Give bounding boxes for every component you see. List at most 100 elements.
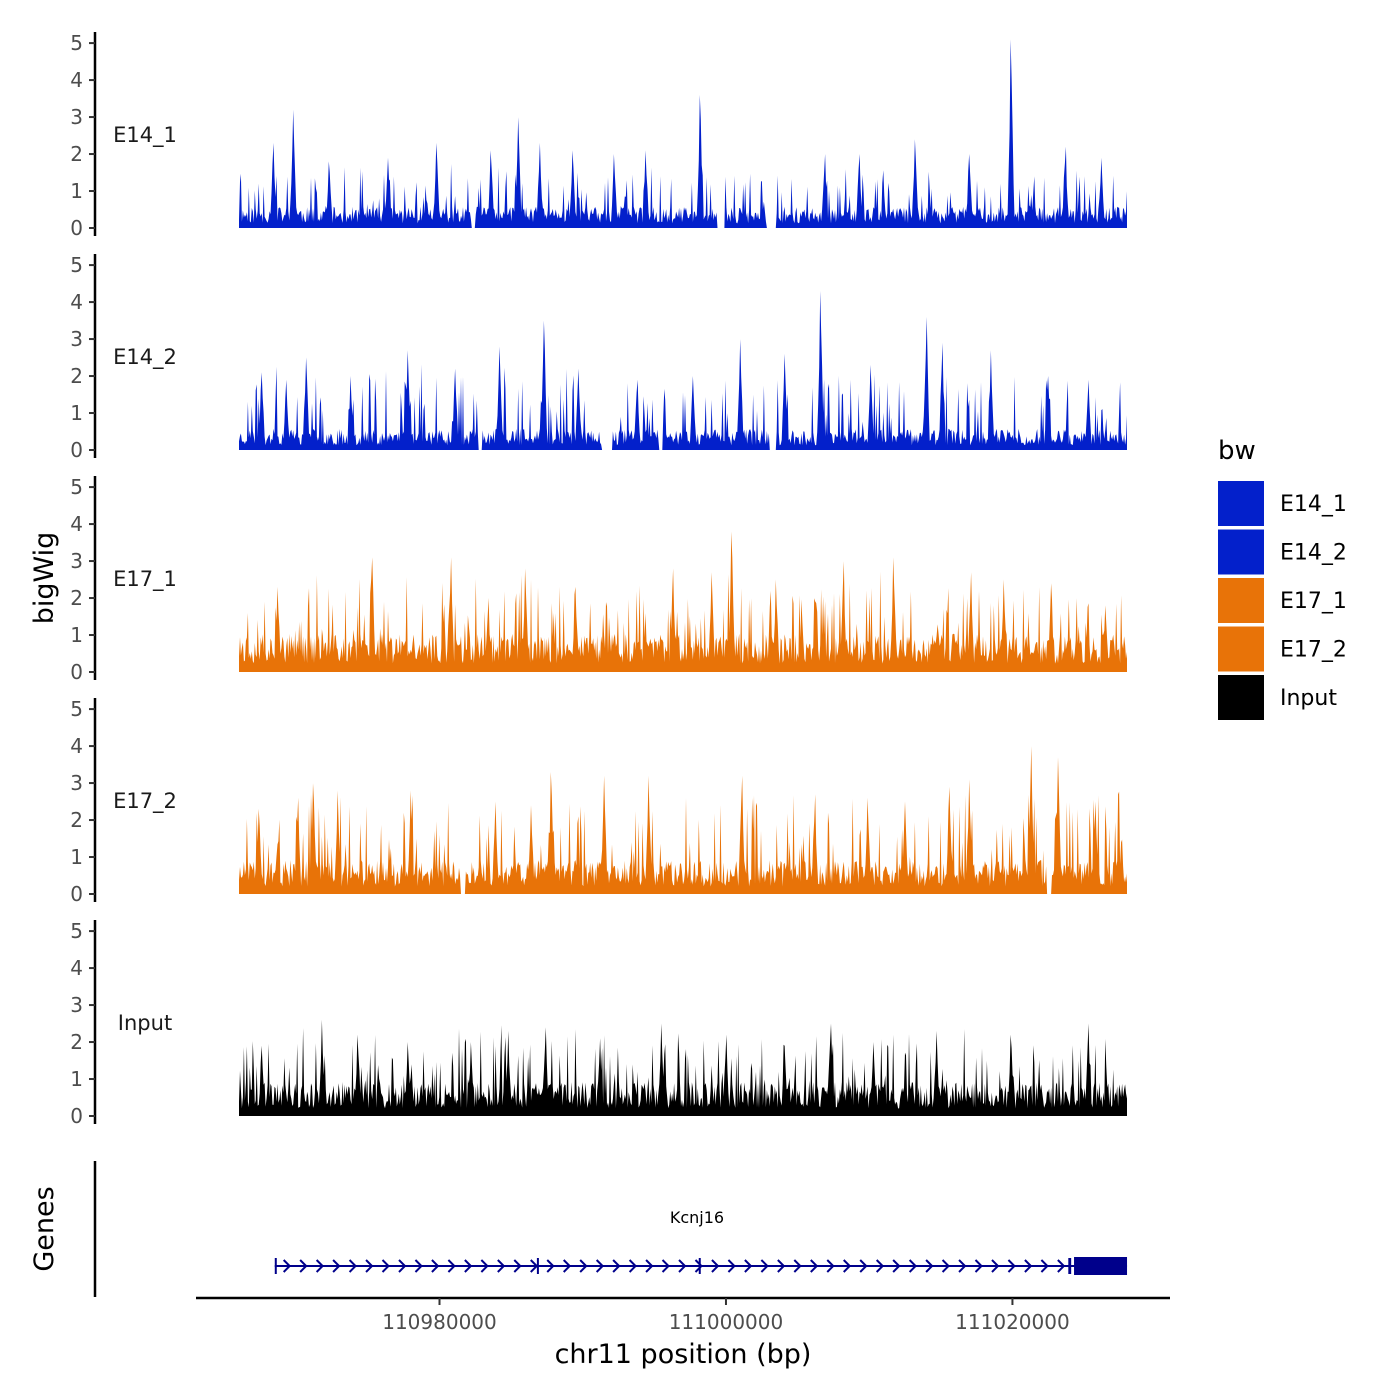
y-tick-label: 4 <box>70 68 83 92</box>
legend-label: E17_1 <box>1280 589 1347 614</box>
y-tick-label: 5 <box>70 919 83 943</box>
y-tick-label: 3 <box>70 105 83 129</box>
gene-exon <box>274 1258 277 1274</box>
strand-arrow <box>546 1259 555 1273</box>
strand-arrow <box>645 1259 654 1273</box>
y-tick-label: 1 <box>70 845 83 869</box>
gene-panel-title: Genes <box>29 1186 60 1271</box>
strand-arrow <box>826 1259 835 1273</box>
strand-arrow <box>447 1259 456 1273</box>
strand-arrow <box>875 1259 885 1273</box>
y-tick-label: 1 <box>70 179 83 203</box>
y-tick-label: 4 <box>70 956 83 980</box>
strand-arrow <box>431 1259 440 1273</box>
x-axis: 110980000 111000000 111020000 <box>196 1296 1170 1334</box>
y-axis-title: bigWig <box>29 532 60 625</box>
gene-exon <box>698 1258 701 1274</box>
strand-arrow <box>464 1259 473 1273</box>
strand-arrow <box>843 1259 852 1273</box>
strand-arrow <box>513 1259 522 1273</box>
legend-swatch <box>1218 481 1264 526</box>
track-e17-2: 0 1 2 3 4 5 E17_2 <box>70 697 1127 906</box>
y-tick-label: 4 <box>70 290 83 314</box>
y-tick-label: 2 <box>70 586 83 610</box>
y-tick-label: 1 <box>70 1067 83 1091</box>
strand-arrow <box>579 1259 588 1273</box>
track-e14-1: 0 1 2 3 4 5 E14_1 <box>70 31 1127 240</box>
y-tick-label: 3 <box>70 771 83 795</box>
coverage-area <box>239 291 1127 450</box>
strand-arrow <box>777 1259 786 1273</box>
track-label: E14_2 <box>113 345 177 370</box>
y-tick-label: 5 <box>70 697 83 721</box>
track-label: Input <box>118 1011 172 1035</box>
gene-exon <box>1068 1258 1072 1274</box>
strand-arrow <box>892 1259 901 1273</box>
y-tick-label: 5 <box>70 31 83 55</box>
strand-arrow <box>398 1259 407 1273</box>
track-label: E17_2 <box>113 789 177 814</box>
legend-swatch <box>1218 578 1264 623</box>
strand-arrow <box>744 1259 753 1273</box>
y-tick-label: 1 <box>70 623 83 647</box>
y-tick-label: 2 <box>70 364 83 388</box>
legend-swatch <box>1218 529 1264 575</box>
track-label: E17_1 <box>113 567 177 592</box>
legend-label: E14_2 <box>1280 541 1347 566</box>
strand-arrow <box>1040 1259 1049 1273</box>
legend-label: E17_2 <box>1280 638 1347 663</box>
strand-arrow <box>1007 1259 1016 1273</box>
strand-arrow <box>315 1259 325 1273</box>
strand-arrow <box>793 1259 802 1273</box>
track-e14-2: 0 1 2 3 4 5 E14_2 <box>70 253 1127 462</box>
y-tick-label: 5 <box>70 253 83 277</box>
y-tick-label: 0 <box>70 660 83 684</box>
gene-panel: Kcnj16 <box>93 1161 1128 1297</box>
strand-arrow <box>1057 1259 1066 1273</box>
y-tick-label: 0 <box>70 1104 83 1128</box>
strand-arrow <box>810 1259 819 1273</box>
strand-arrow <box>381 1259 390 1273</box>
strand-arrow <box>694 1259 703 1273</box>
strand-arrow <box>332 1259 341 1273</box>
y-tick-label: 2 <box>70 808 83 832</box>
strand-arrow <box>859 1259 868 1273</box>
legend: bw E14_1 E14_2 E17_1 E17_2 Input <box>1218 436 1347 720</box>
coverage-area <box>239 746 1127 894</box>
strand-arrow <box>941 1259 950 1273</box>
strand-arrow <box>530 1259 539 1273</box>
y-tick-label: 4 <box>70 512 83 536</box>
legend-label: Input <box>1280 686 1337 711</box>
strand-arrow <box>282 1259 292 1273</box>
strand-arrow <box>497 1259 506 1273</box>
y-tick-label: 0 <box>70 216 83 240</box>
strand-arrow <box>661 1259 670 1273</box>
track-input: 0 1 2 3 4 5 Input <box>70 919 1127 1128</box>
strand-arrow <box>480 1259 489 1273</box>
y-tick-label: 3 <box>70 327 83 351</box>
y-tick-label: 1 <box>70 401 83 425</box>
track-label: E14_1 <box>113 123 177 148</box>
y-tick-label: 5 <box>70 475 83 499</box>
strand-arrow <box>595 1259 605 1273</box>
coverage-tracks: 0 1 2 3 4 5 E14_1 0 1 2 3 4 5 E14_2 0 1 2 3 4 5 E17_1 0 1 2 3 4 5 E… <box>70 31 1127 1128</box>
strand-arrow <box>612 1259 621 1273</box>
strand-arrow <box>727 1259 736 1273</box>
legend-label: E14_1 <box>1280 492 1347 517</box>
y-tick-label: 3 <box>70 993 83 1017</box>
gene-exon <box>1074 1257 1128 1275</box>
strand-arrow <box>908 1259 918 1273</box>
strand-arrow <box>299 1259 308 1273</box>
strand-arrow <box>365 1259 374 1273</box>
strand-arrow <box>678 1259 687 1273</box>
strand-arrow <box>974 1259 983 1273</box>
strand-arrow <box>711 1259 720 1273</box>
strand-arrow <box>760 1259 769 1273</box>
y-tick-label: 4 <box>70 734 83 758</box>
y-tick-label: 0 <box>70 882 83 906</box>
coverage-area <box>239 531 1127 672</box>
strand-arrow <box>991 1259 1000 1273</box>
strand-arrow <box>1024 1259 1033 1273</box>
legend-swatch <box>1218 675 1264 720</box>
